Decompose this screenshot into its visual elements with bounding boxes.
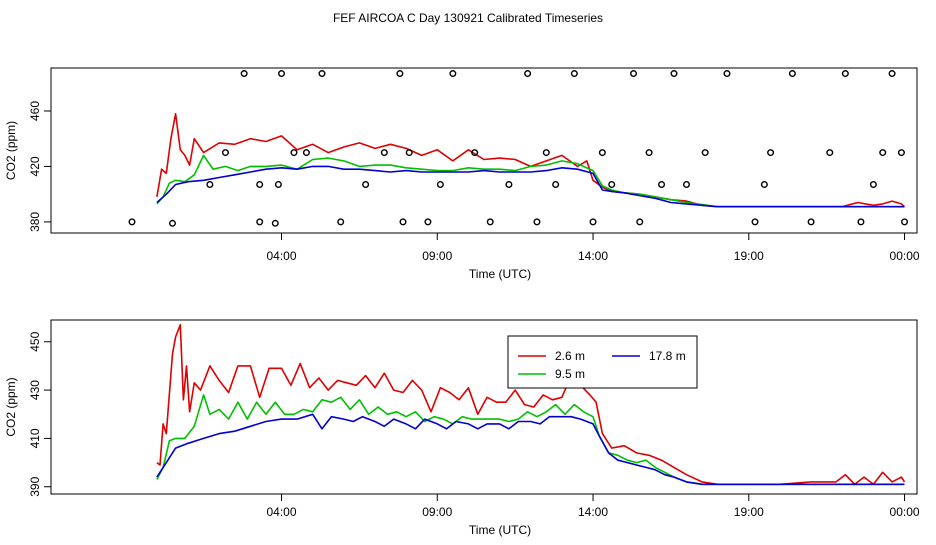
chart-panel-bottom: 04:00 09:00 14:00 19:00 00:00 390 410 430 450 Tim… bbox=[4, 319, 920, 537]
marker-point bbox=[271, 219, 279, 227]
y-axis-title: CO2 (ppm) bbox=[4, 121, 18, 180]
marker-point bbox=[274, 180, 282, 188]
marker-point bbox=[841, 70, 849, 78]
marker-point bbox=[879, 149, 887, 157]
x-tick-label: 19:00 bbox=[734, 505, 764, 519]
marker-point bbox=[767, 149, 775, 157]
y-tick-label: 450 bbox=[28, 331, 42, 351]
x-axis-title: Time (UTC) bbox=[469, 267, 531, 281]
marker-point bbox=[888, 70, 896, 78]
marker-point bbox=[524, 70, 532, 78]
x-tick-label: 00:00 bbox=[890, 249, 920, 263]
marker-point bbox=[751, 218, 759, 226]
x-tick-label: 00:00 bbox=[890, 505, 920, 519]
x-tick-label: 09:00 bbox=[422, 249, 452, 263]
marker-point bbox=[701, 149, 709, 157]
marker-point bbox=[436, 180, 444, 188]
series-line-17-8-m bbox=[156, 165, 905, 208]
marker-point bbox=[168, 219, 176, 227]
legend-label: 9.5 m bbox=[555, 367, 585, 381]
marker-point bbox=[630, 70, 638, 78]
marker-point bbox=[128, 218, 136, 226]
marker-point bbox=[399, 218, 407, 226]
marker-point bbox=[760, 180, 768, 188]
marker-point bbox=[807, 218, 815, 226]
y-tick-label: 410 bbox=[28, 428, 42, 448]
marker-point bbox=[570, 70, 578, 78]
marker-point bbox=[542, 149, 550, 157]
series-line-17-8-m bbox=[156, 413, 905, 486]
figure-title: FEF AIRCOA C Day 130921 Calibrated Times… bbox=[333, 11, 603, 25]
plot-frame bbox=[50, 67, 918, 234]
legend-label: 2.6 m bbox=[555, 349, 585, 363]
marker-point bbox=[636, 218, 644, 226]
marker-point bbox=[424, 218, 432, 226]
marker-point bbox=[206, 180, 214, 188]
marker-point bbox=[302, 149, 310, 157]
legend-label: 17.8 m bbox=[649, 349, 686, 363]
x-tick-label: 19:00 bbox=[734, 249, 764, 263]
y-tick-label: 420 bbox=[28, 156, 42, 176]
marker-point bbox=[221, 149, 229, 157]
x-tick-label: 14:00 bbox=[578, 505, 608, 519]
marker-point bbox=[486, 218, 494, 226]
y-tick-label: 430 bbox=[28, 380, 42, 400]
series-line-2-6-m bbox=[156, 323, 906, 486]
x-axis-title: Time (UTC) bbox=[469, 523, 531, 537]
y-tick-label: 390 bbox=[28, 476, 42, 496]
marker-point bbox=[682, 180, 690, 188]
marker-point bbox=[598, 149, 606, 157]
x-tick-label: 04:00 bbox=[267, 249, 297, 263]
marker-point bbox=[857, 218, 865, 226]
x-tick-label: 09:00 bbox=[422, 505, 452, 519]
marker-point bbox=[670, 70, 678, 78]
marker-point bbox=[449, 70, 457, 78]
x-tick-label: 04:00 bbox=[267, 505, 297, 519]
y-tick-label: 380 bbox=[28, 212, 42, 232]
y-axis-title: CO2 (ppm) bbox=[4, 377, 18, 436]
marker-point bbox=[337, 218, 345, 226]
marker-point bbox=[723, 70, 731, 78]
marker-point bbox=[256, 218, 264, 226]
series-line-2-6-m bbox=[156, 113, 906, 208]
marker-point bbox=[788, 70, 796, 78]
marker-point bbox=[405, 149, 413, 157]
marker-point bbox=[826, 149, 834, 157]
marker-point bbox=[897, 149, 905, 157]
marker-point bbox=[589, 218, 597, 226]
series-line-9-5-m bbox=[156, 394, 905, 486]
marker-point bbox=[645, 149, 653, 157]
marker-point bbox=[318, 70, 326, 78]
marker-point bbox=[658, 180, 666, 188]
marker-point bbox=[240, 70, 248, 78]
marker-point bbox=[533, 218, 541, 226]
marker-point bbox=[380, 149, 388, 157]
marker-point bbox=[869, 180, 877, 188]
chart-panel-top: 04:00 09:00 14:00 19:00 00:00 380 420 460 Time (… bbox=[4, 67, 920, 281]
y-tick-label: 460 bbox=[28, 101, 42, 121]
marker-point bbox=[396, 70, 404, 78]
marker-point bbox=[290, 149, 298, 157]
marker-point bbox=[278, 70, 286, 78]
x-tick-label: 14:00 bbox=[578, 249, 608, 263]
marker-point bbox=[505, 180, 513, 188]
marker-point bbox=[901, 218, 909, 226]
plot-frame bbox=[50, 319, 918, 495]
marker-point bbox=[471, 149, 479, 157]
marker-point bbox=[608, 180, 616, 188]
legend-box bbox=[507, 335, 698, 389]
series-line-9-5-m bbox=[156, 154, 905, 208]
marker-point bbox=[362, 180, 370, 188]
marker-point bbox=[256, 180, 264, 188]
marker-point bbox=[552, 180, 560, 188]
